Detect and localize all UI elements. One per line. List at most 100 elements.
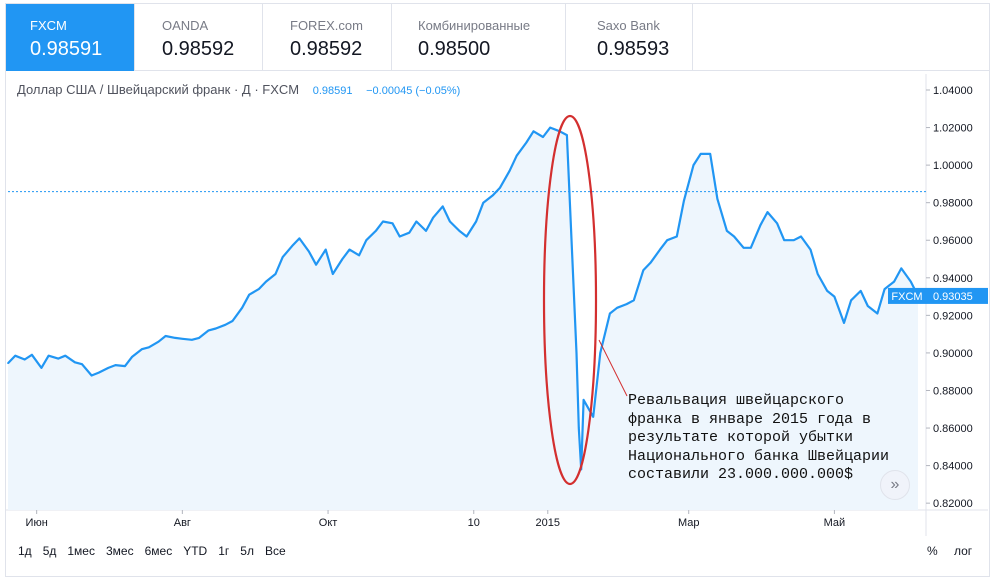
range-button[interactable]: 5л	[240, 544, 254, 558]
y-tick-label: 0.82000	[933, 498, 973, 510]
price-point	[883, 288, 886, 290]
price-point	[241, 307, 243, 309]
price-point	[659, 248, 661, 251]
y-tick-label: 0.88000	[933, 385, 973, 397]
price-point	[683, 200, 685, 202]
y-tick-label: 0.86000	[933, 423, 973, 435]
price-point	[850, 299, 852, 302]
broker-tab-value: 0.98591	[30, 38, 103, 60]
price-point	[7, 362, 9, 365]
range-button[interactable]: 1мес	[67, 544, 95, 558]
price-point	[515, 154, 518, 157]
price-point	[900, 267, 903, 270]
price-point	[308, 250, 310, 253]
price-point	[207, 329, 210, 332]
price-point	[800, 235, 802, 238]
broker-tab-0[interactable]: FXCM 0.98591	[6, 4, 135, 71]
price-point	[508, 170, 511, 172]
last-name-label: FXCM	[891, 291, 922, 303]
price-point	[358, 254, 360, 257]
price-point	[131, 355, 133, 358]
price-point	[525, 141, 528, 144]
price-point	[291, 245, 294, 247]
broker-tab-name: Комбинированные	[418, 18, 531, 33]
y-tick-label: 1.02000	[933, 123, 973, 135]
range-button[interactable]: 1г	[218, 544, 230, 558]
x-tick-label: Май	[824, 517, 846, 529]
price-point	[391, 222, 394, 225]
price-point	[324, 248, 327, 251]
price-point	[867, 305, 869, 307]
price-point	[475, 220, 477, 223]
y-tick-label: 0.84000	[933, 461, 973, 473]
price-point	[776, 222, 778, 225]
price-area	[8, 127, 918, 510]
price-point	[826, 290, 828, 292]
broker-tab-3[interactable]: Комбинированные 0.98500	[392, 4, 566, 71]
range-button[interactable]: Все	[264, 544, 286, 558]
price-point	[365, 239, 368, 241]
range-button[interactable]: 3мес	[105, 544, 134, 558]
broker-tab-name: FOREX.com	[290, 18, 363, 33]
price-point	[148, 346, 150, 349]
price-point	[198, 337, 200, 339]
price-point	[415, 220, 418, 223]
price-point	[191, 339, 193, 341]
broker-tab-1[interactable]: OANDA 0.98592	[135, 4, 263, 71]
broker-tab-4[interactable]: Saxo Bank 0.98593	[566, 4, 693, 71]
price-point	[98, 371, 100, 374]
annotation-line: Ревальвация швейцарского	[628, 392, 845, 409]
price-point	[382, 220, 384, 223]
scroll-to-latest-button[interactable]: »	[880, 470, 910, 500]
price-point	[750, 247, 752, 249]
price-point	[592, 416, 594, 418]
price-point	[90, 374, 93, 377]
y-tick-label: 0.98000	[933, 198, 973, 210]
price-point	[766, 211, 769, 213]
percent-toggle[interactable]: %	[927, 544, 938, 558]
broker-tab-name: FXCM	[30, 18, 67, 33]
range-button[interactable]: 1д	[18, 544, 32, 558]
price-point	[432, 216, 434, 219]
price-point	[893, 280, 895, 283]
price-point	[258, 288, 260, 290]
price-point	[833, 295, 836, 298]
price-point	[633, 299, 635, 302]
log-toggle[interactable]: лог	[954, 544, 973, 558]
price-point	[64, 354, 67, 357]
price-point	[425, 230, 427, 232]
broker-tab-value: 0.98592	[162, 38, 235, 60]
legend-change: −0.00045 (−0.05%)	[366, 85, 461, 97]
broker-tab-2[interactable]: FOREX.com 0.98592	[263, 4, 392, 71]
price-point	[843, 322, 845, 324]
range-button[interactable]: 6мес	[144, 544, 173, 558]
price-point	[231, 320, 234, 322]
annotation-line: Национального банка Швейцарии	[628, 447, 890, 465]
y-tick-label: 1.04000	[933, 85, 973, 97]
broker-tab-name: OANDA	[162, 18, 209, 33]
range-selector: 1д 5д 1мес 3мес 6мес YTD 1г 5л Все	[18, 544, 297, 558]
price-point	[709, 153, 711, 155]
price-point	[793, 239, 795, 241]
price-point	[499, 186, 501, 189]
x-tick-label: 10	[468, 517, 480, 529]
price-point	[81, 363, 83, 366]
range-button[interactable]: 5д	[42, 544, 57, 558]
x-tick-label: Мар	[678, 517, 700, 529]
price-point	[298, 237, 301, 240]
price-point	[642, 269, 645, 272]
range-button[interactable]: YTD	[183, 544, 208, 558]
price-point	[164, 335, 167, 337]
price-point	[582, 399, 585, 401]
price-point	[649, 262, 652, 264]
price-point	[816, 273, 819, 275]
price-point	[625, 303, 628, 305]
last-name-badge	[888, 287, 926, 304]
price-point	[248, 293, 250, 296]
price-point	[157, 340, 160, 343]
price-point	[332, 273, 334, 275]
annotation-pointer	[598, 339, 628, 397]
price-point	[809, 248, 812, 251]
price-point	[124, 365, 126, 367]
